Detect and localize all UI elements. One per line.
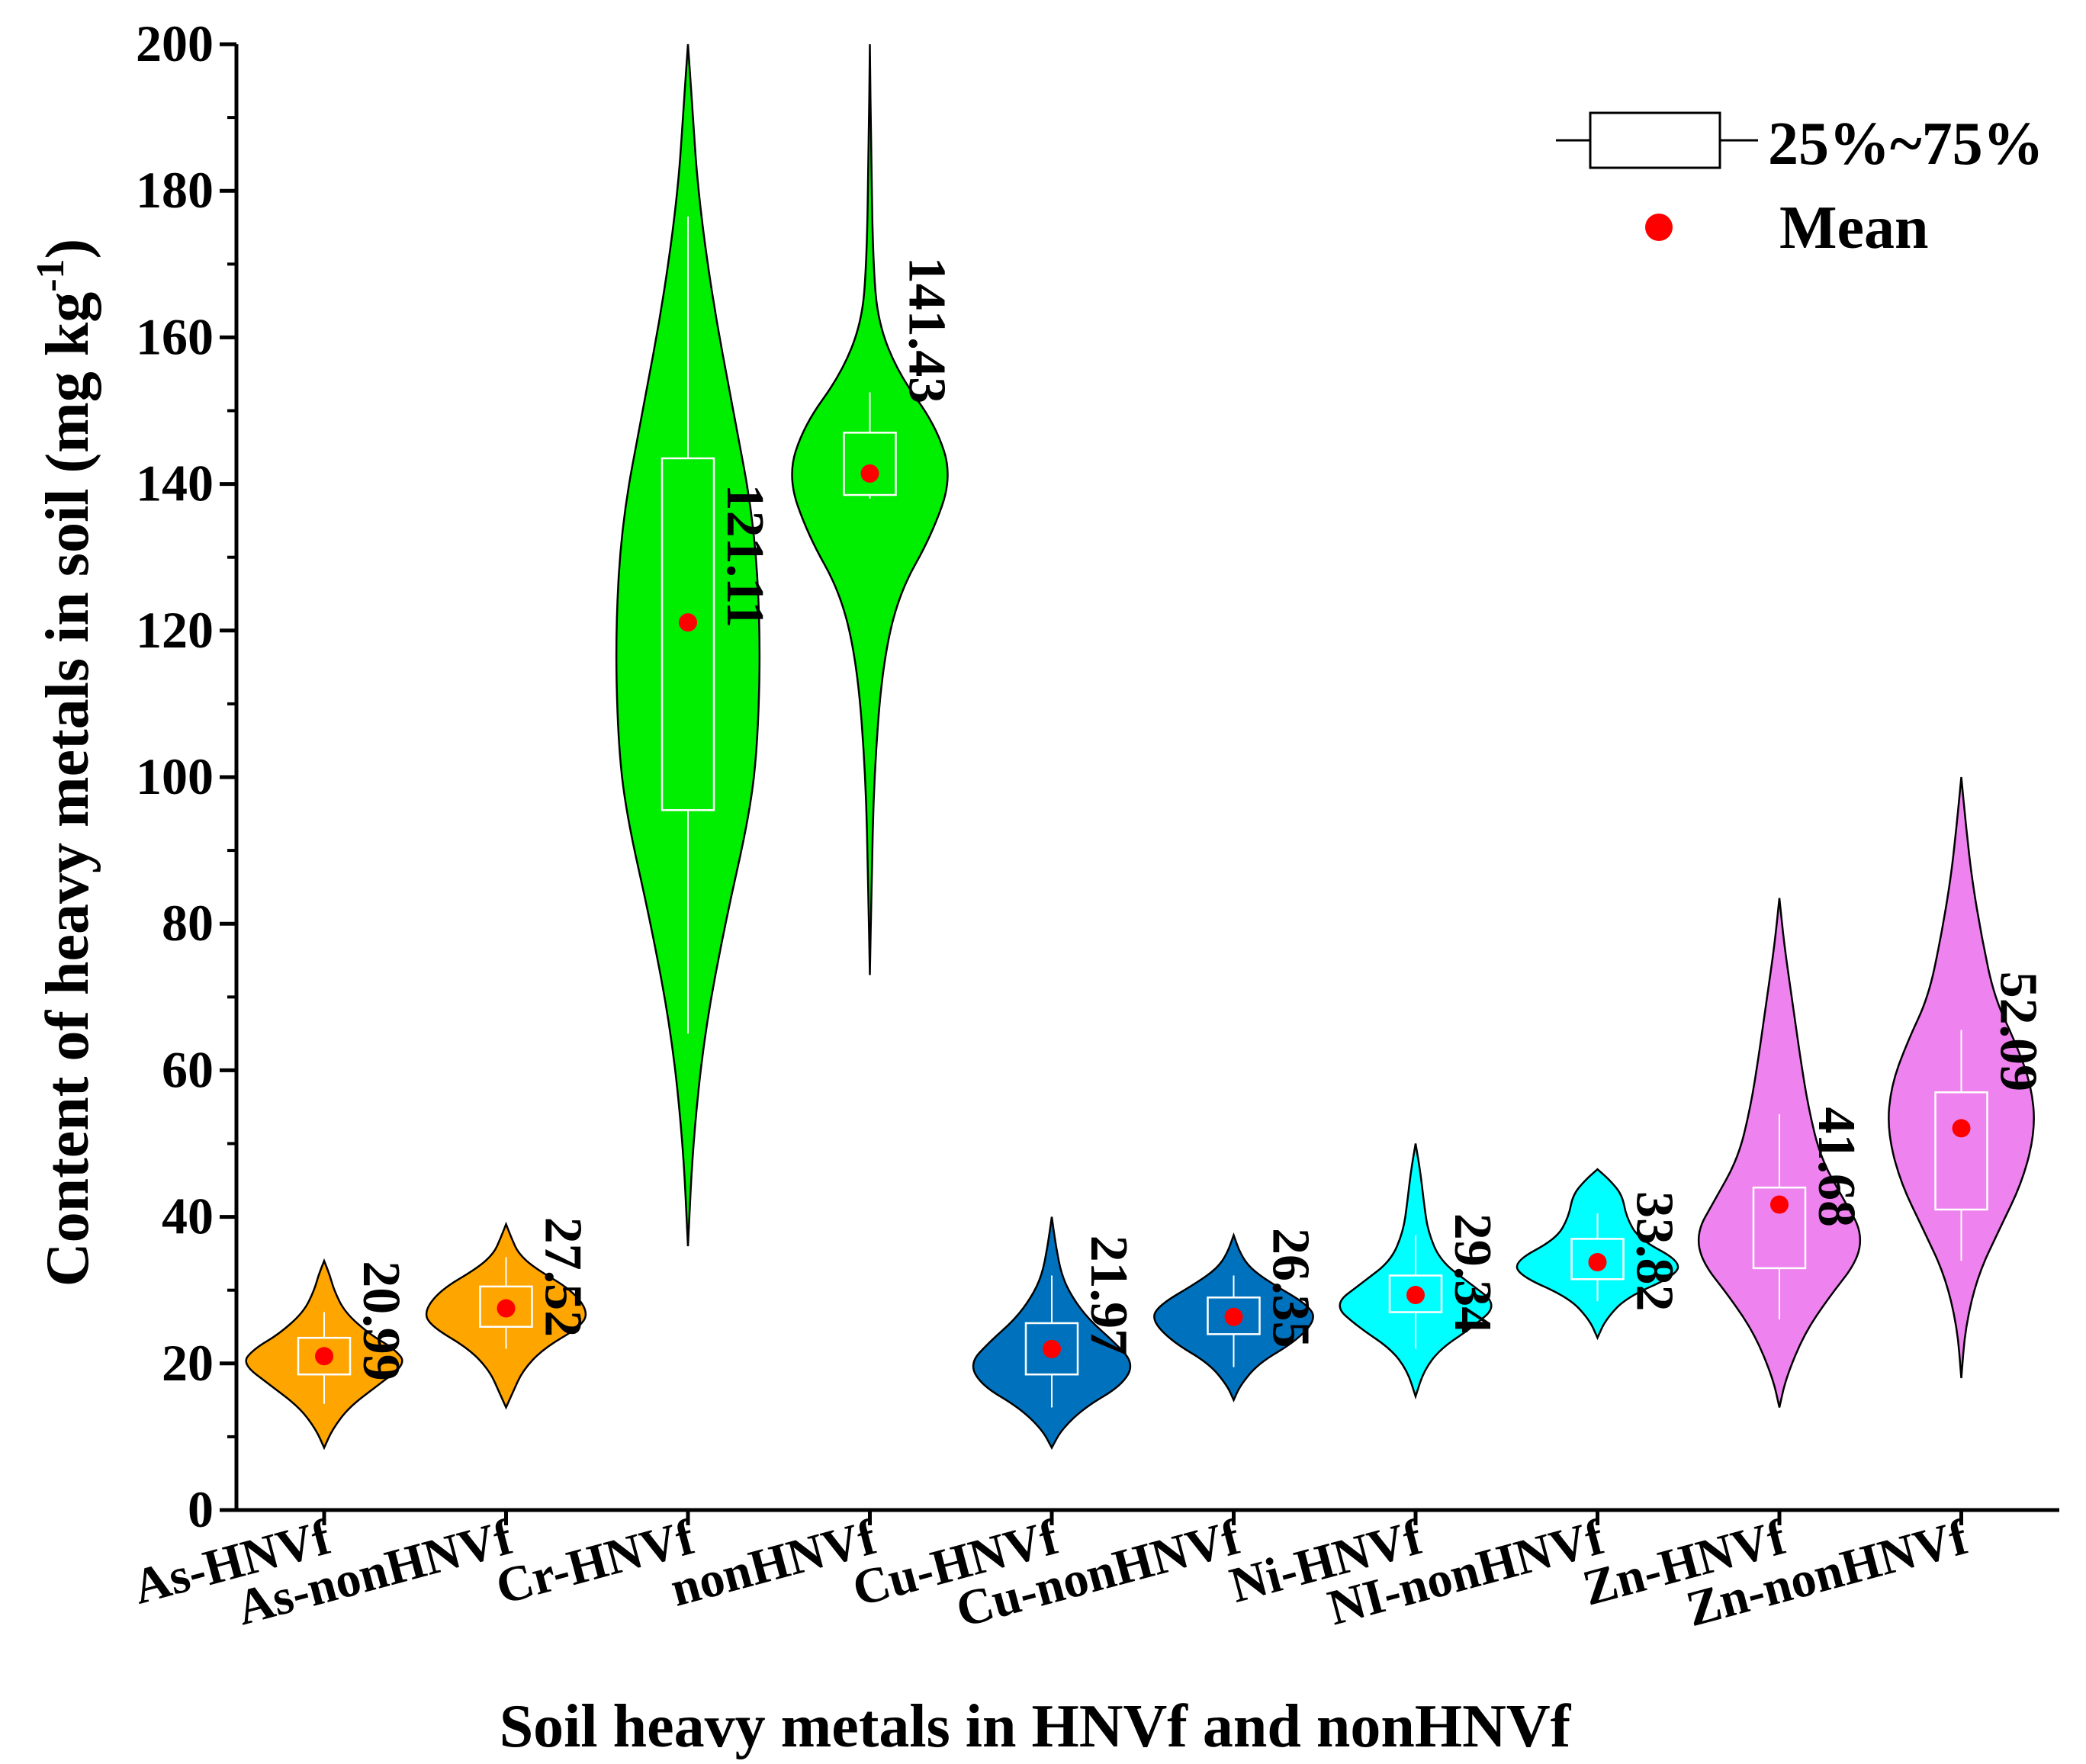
y-axis-title-close: ) [34, 239, 101, 259]
y-tick-label: 0 [188, 1480, 214, 1538]
violin-Cr-HNVf [615, 43, 761, 1247]
y-tick-label: 40 [162, 1187, 214, 1245]
box-Ni-HNVf [1388, 1274, 1443, 1313]
legend-box-icon [1589, 111, 1721, 169]
box-Zn-HNVf [1752, 1186, 1807, 1270]
legend-box-label: 25%~75% [1768, 111, 2044, 178]
box-Cr-HNVf [661, 457, 715, 811]
data-label-Zn-HNVf: 41.68 [1807, 1107, 1866, 1227]
y-tick-label: 80 [162, 894, 214, 952]
data-label-Cu-HNVf: 21.97 [1079, 1235, 1138, 1356]
y-axis-title: Content of heavy metals in soil (mg kg-1… [29, 239, 101, 1287]
data-label-Cr-HNVf: 121.11 [715, 484, 774, 628]
x-ticks: As-HNVfAs-nonHNVfCr-HNVfnonHNVfCu-HNVfCu… [127, 1509, 1974, 1638]
data-label-nonHNVf: 141.43 [898, 257, 956, 404]
y-ticks: 0 20 40 60 80 100 120 140 160 180 200 [136, 14, 236, 1538]
mean-point-As-HNVf [315, 1347, 333, 1366]
mean-point-Ni-HNVf [1406, 1286, 1425, 1305]
y-tick-label: 60 [162, 1040, 214, 1098]
y-tick-label: 200 [136, 14, 214, 72]
mean-point-NI-nonHNVf [1588, 1252, 1607, 1271]
legend: 25%~75% Mean [1556, 111, 2044, 262]
data-label-Zn-nonHNVf: 52.09 [1989, 972, 2048, 1092]
box-Zn-nonHNVf [1934, 1091, 1988, 1211]
y-tick-label: 140 [136, 455, 214, 512]
y-axis-title-main: Content of heavy metals in soil (mg kg [34, 292, 101, 1287]
data-label-NI-nonHNVf: 33.82 [1625, 1191, 1684, 1312]
box-nonHNVf [843, 432, 897, 496]
x-axis-title: Soil heavy metals in HNVf and nonHNVf [500, 1693, 1572, 1760]
box-As-HNVf [297, 1336, 352, 1376]
box-As-nonHNVf [479, 1285, 533, 1329]
data-labels: 20.99 27.52 121.11 141.43 21.97 26.35 29.34 33.… [352, 257, 2048, 1381]
mean-point-As-nonHNVf [497, 1299, 516, 1318]
y-tick-label: 160 [136, 307, 214, 365]
box-Cu-HNVf [1024, 1322, 1079, 1376]
data-label-Ni-HNVf: 29.34 [1443, 1213, 1502, 1334]
violin-Cu-HNVf [972, 1216, 1132, 1450]
y-tick-label: 100 [136, 747, 214, 805]
mean-point-nonHNVf [860, 464, 879, 483]
box-NI-nonHNVf [1570, 1238, 1625, 1280]
legend-mean-label: Mean [1779, 194, 1929, 262]
legend-mean-icon [1645, 214, 1673, 241]
violin-nonHNVf [791, 43, 949, 975]
y-tick-label: 20 [162, 1334, 214, 1392]
mean-point-Cu-HNVf [1043, 1339, 1061, 1358]
y-tick-label: 180 [136, 161, 214, 219]
y-tick-label: 120 [136, 601, 214, 659]
data-label-Cu-nonHNVf: 26.35 [1262, 1228, 1320, 1348]
y-axis-title-superscript: -1 [29, 259, 72, 291]
data-label-As-nonHNVf: 27.52 [534, 1217, 593, 1338]
mean-point-Cu-nonHNVf [1224, 1307, 1243, 1326]
data-label-As-HNVf: 20.99 [352, 1261, 410, 1381]
mean-point-Cr-HNVf [679, 613, 697, 632]
mean-point-Zn-HNVf [1770, 1195, 1789, 1214]
mean-point-Zn-nonHNVf [1952, 1119, 1971, 1138]
violins-layer [245, 43, 2035, 1451]
box-Cu-nonHNVf [1207, 1296, 1261, 1335]
